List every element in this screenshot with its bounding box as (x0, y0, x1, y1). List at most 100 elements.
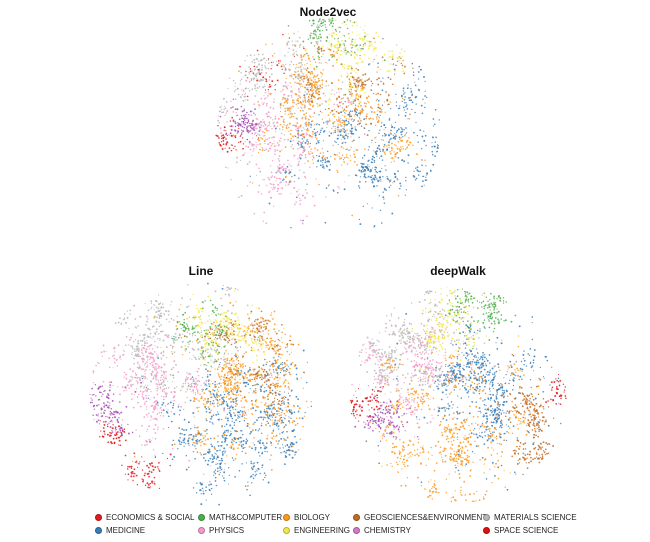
point-engineering (358, 33, 360, 36)
point-physics (260, 193, 263, 195)
point-math-computer (287, 24, 290, 27)
point-chemistry (234, 120, 236, 123)
point-medicine (379, 150, 382, 153)
point-engineering (404, 50, 406, 53)
point-biology (422, 130, 425, 133)
point-biology (342, 114, 344, 116)
point-chemistry (218, 122, 220, 124)
point-medicine (276, 398, 279, 401)
point-engineering (398, 56, 401, 59)
point-medicine (348, 122, 350, 125)
point-medicine (206, 402, 208, 404)
point-medicine (273, 371, 275, 373)
point-chemistry (258, 130, 261, 133)
point-biology (171, 352, 174, 355)
point-physics (108, 366, 111, 369)
point-medicine (209, 450, 211, 453)
point-medicine (210, 493, 213, 495)
point-medicine (195, 439, 198, 442)
point-geosciences-environment (269, 387, 272, 390)
point-medicine (182, 439, 185, 442)
point-medicine (264, 412, 266, 414)
point-materials-science (262, 86, 265, 89)
point-medicine (425, 144, 427, 147)
point-engineering (229, 326, 231, 329)
point-biology (389, 150, 391, 153)
point-physics (336, 103, 339, 106)
point-physics (143, 390, 145, 392)
point-medicine (216, 470, 219, 473)
point-biology (345, 132, 347, 134)
point-engineering (355, 95, 358, 97)
point-medicine (415, 96, 418, 98)
point-biology (200, 432, 203, 435)
point-medicine (274, 127, 277, 130)
point-biology (261, 138, 264, 140)
point-engineering (255, 354, 258, 357)
point-physics (300, 125, 302, 127)
point-geosciences-environment (336, 99, 338, 101)
point-medicine (237, 411, 240, 414)
point-engineering (364, 91, 366, 94)
point-physics (297, 164, 299, 167)
point-biology (384, 153, 387, 156)
point-medicine (414, 111, 416, 114)
point-physics (163, 373, 166, 375)
point-biology (319, 71, 322, 74)
point-geosciences-environment (370, 80, 373, 82)
point-biology (387, 144, 390, 147)
point-engineering (349, 79, 351, 82)
point-biology (346, 129, 348, 131)
point-medicine (281, 402, 283, 404)
point-materials-science (283, 124, 285, 126)
point-biology (333, 129, 335, 132)
point-physics (144, 401, 146, 403)
point-geosciences-environment (316, 89, 318, 91)
point-medicine (326, 164, 328, 167)
point-medicine (202, 376, 204, 379)
point-physics (297, 194, 299, 196)
point-biology (228, 367, 230, 370)
point-physics (150, 416, 153, 418)
point-physics (273, 140, 275, 142)
point-medicine (269, 425, 271, 427)
point-math-computer (316, 26, 318, 28)
point-math-computer (187, 341, 189, 344)
point-geosciences-environment (307, 100, 309, 102)
point-physics (266, 138, 269, 141)
point-medicine (207, 380, 210, 383)
point-medicine (260, 388, 262, 391)
point-medicine (239, 409, 242, 412)
point-geosciences-environment (208, 344, 210, 346)
point-physics (278, 155, 281, 157)
point-physics (195, 386, 197, 388)
point-biology (308, 58, 310, 61)
point-engineering (244, 325, 246, 327)
point-materials-science (157, 337, 159, 340)
point-medicine (221, 451, 224, 453)
point-physics (282, 167, 285, 170)
point-engineering (215, 342, 218, 344)
point-medicine (319, 131, 322, 134)
point-physics (277, 144, 280, 147)
point-medicine (290, 363, 293, 366)
point-physics (137, 393, 140, 396)
point-biology (236, 385, 239, 388)
point-physics (315, 178, 317, 180)
point-materials-science (293, 101, 296, 104)
point-physics (161, 389, 164, 391)
point-medicine (214, 380, 217, 383)
point-biology (340, 125, 343, 127)
point-medicine (208, 383, 210, 385)
point-biology (311, 90, 314, 92)
point-math-computer (215, 326, 218, 328)
point-physics (268, 129, 270, 132)
point-medicine (224, 438, 227, 441)
point-physics (203, 382, 206, 385)
point-geosciences-environment (391, 58, 394, 60)
point-medicine (188, 444, 190, 446)
point-medicine (242, 439, 245, 442)
point-biology (274, 115, 277, 118)
point-biology (307, 129, 309, 132)
point-biology (299, 438, 301, 440)
